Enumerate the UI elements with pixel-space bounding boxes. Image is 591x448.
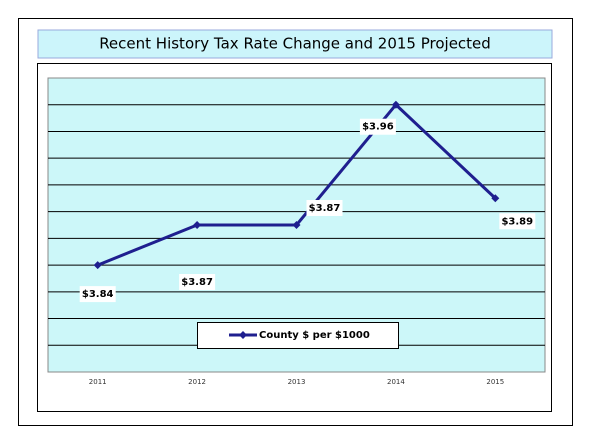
- legend-marker: [239, 331, 247, 339]
- data-label-bg: [79, 286, 116, 303]
- data-label: $3.87: [181, 277, 213, 288]
- x-tick-label: 2012: [188, 378, 206, 386]
- x-tick-label: 2011: [89, 378, 107, 386]
- x-tick-label: 2014: [387, 378, 405, 386]
- point-marker: [193, 221, 202, 229]
- chart-title: Recent History Tax Rate Change and 2015 …: [99, 35, 491, 53]
- x-tick-label: 2013: [288, 378, 306, 386]
- data-label-bg: [306, 200, 343, 216]
- point-marker: [391, 100, 400, 109]
- point-marker: [292, 221, 301, 229]
- data-label-bg: [499, 213, 536, 230]
- x-tick-label: 2015: [486, 378, 504, 386]
- point-marker: [93, 261, 102, 270]
- data-label: $3.87: [309, 203, 341, 214]
- data-label: $3.84: [82, 289, 114, 300]
- data-label-bg: [179, 274, 216, 290]
- point-marker: [491, 194, 500, 203]
- title-box: [37, 29, 553, 59]
- data-label: $3.96: [362, 122, 394, 133]
- legend-label: County $ per $1000: [259, 330, 370, 341]
- data-label-bg: [359, 118, 396, 135]
- data-label: $3.89: [501, 216, 533, 227]
